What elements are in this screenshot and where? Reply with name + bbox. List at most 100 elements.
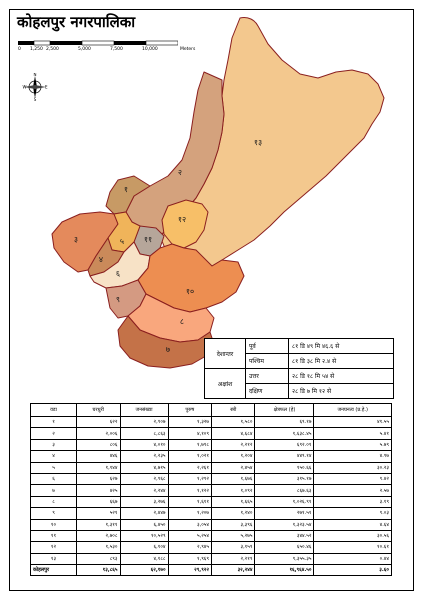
table-cell: २,४५४: [211, 461, 256, 474]
table-cell: ४.६४: [313, 518, 392, 531]
ward-label-7: ७: [166, 345, 170, 354]
table-cell: ३: [29, 438, 78, 452]
extent-dir: पश्चिम: [245, 353, 289, 369]
table-cell: १,१२२: [167, 484, 213, 497]
ward-label-3: ३: [74, 235, 78, 244]
ward-label-8: ८: [180, 317, 184, 326]
table-cell: ६,१०४: [119, 541, 169, 554]
table-cell: १३,८६५: [76, 564, 121, 577]
table-cell: २,२४४: [119, 484, 169, 497]
table-cell: ९: [29, 507, 78, 520]
table-cell: १,३११: [76, 518, 121, 531]
extent-row-south: दक्षिण २८ डि ७ मि १२ से: [205, 383, 394, 399]
table-cell: ५,२७५: [211, 529, 256, 543]
table-cell: ९.४२: [313, 472, 392, 486]
table-cell: ७: [29, 484, 78, 497]
scale-labels: 0 1,250 2,500 5,000 7,500 10,000 Meters: [18, 47, 196, 57]
extent-dir: उत्तर: [245, 368, 289, 384]
table-row: २ २,००६ ८,८६३ ४,१०९ ४,६८४ १,६३८.४५ ५.४१: [29, 427, 392, 440]
table-cell: १,५८०: [211, 415, 256, 429]
table-cell: ६२२: [76, 415, 121, 429]
extent-dir: दक्षिण: [245, 383, 289, 399]
ward-label-2: २: [178, 168, 182, 177]
table-cell: ४,१८८: [119, 552, 169, 566]
extent-row-east: देशान्तर पूर्व ८१ डि ४९ मि ४६.६ से: [204, 338, 394, 369]
table-cell: ३,२७६: [119, 495, 169, 509]
table-cell: १,०२६.९१: [254, 495, 315, 509]
table-cell: २९,९२२: [167, 564, 213, 577]
table-cell: १२: [29, 541, 78, 554]
table-cell: २,२३५: [119, 450, 169, 463]
compass-n: N: [34, 73, 37, 77]
table-row: १ ६२२ २,९०७ १,३२७ १,५८० ६९.१७ ४१.५५: [29, 415, 392, 429]
extent-row-north: अक्षांश उत्तर २८ डि १८ मि ५४ से: [204, 368, 394, 399]
table-cell: ६२,१७०: [119, 564, 169, 577]
table-total-row: कोहलपुर १३,८६५ ६२,१७० २९,९२२ ३२,२४४ १६,९६४.५०…: [29, 564, 392, 577]
compass-w: W: [23, 85, 27, 90]
ward-label-12: १२: [178, 215, 186, 224]
table-cell: १३: [29, 552, 78, 566]
table-cell: ४: [29, 450, 78, 463]
table-cell: १,६११: [167, 495, 213, 509]
scale-tick-label: 10,000: [142, 47, 158, 52]
table-cell: १,२०७: [167, 507, 213, 520]
table-row: ८ ६६७ ३,२७६ १,६११ १,६६५ १,०२६.९१ ३.१९: [29, 495, 392, 509]
table-cell: ५.७९: [313, 438, 392, 452]
compass-e: E: [45, 85, 48, 90]
table-cell: २,४४७: [119, 507, 169, 520]
table-cell: १,७९८: [167, 438, 213, 452]
table-row: ६ ६२७ २,९६८ १,२९२ १,६७६ ३१५.१७ ९.४२: [29, 472, 392, 486]
table-cell: ८: [29, 495, 78, 509]
table-row: ३ ८०६ ४,०१० १,७९८ २,२१२ ६९२.०१ ५.७९: [29, 438, 392, 452]
column-header: क्षेत्रफल (हे): [254, 403, 315, 417]
north-arrow: N E S W: [22, 72, 48, 102]
extent-value: २८ डि १८ मि ५४ से: [288, 368, 394, 384]
latitude-label: अक्षांश: [204, 368, 246, 399]
table-cell: १,५३०: [76, 541, 121, 554]
extent-dir: पूर्व: [245, 338, 289, 354]
table-cell: २.५७: [313, 484, 392, 497]
table-row: ७ ४२५ २,२४४ १,१२२ १,०९२ ८६७.६३ २.५७: [29, 484, 392, 497]
extent-table: देशान्तर पूर्व ८१ डि ४९ मि ४६.६ से पश्चि…: [204, 338, 394, 399]
table-cell: ४,०१०: [119, 438, 169, 452]
table-cell: २,२१९: [211, 552, 256, 566]
ward-statistics-table: वडा घरधुरी जनसंख्या पुरुष स्त्री क्षेत्रफल (ह…: [29, 403, 392, 577]
table-cell: ९,३५५.३५: [254, 552, 315, 566]
table-cell: ४१.५५: [313, 415, 392, 429]
table-cell: ४,६८४: [211, 427, 256, 440]
scale-tick-label: 1,250: [30, 47, 43, 52]
column-header: घरधुरी: [76, 403, 121, 417]
table-cell: १,२४०: [211, 507, 256, 520]
column-header: वडा: [29, 403, 78, 417]
table-row: ५ १,१४४ ४,७१५ २,२६१ २,४५४ १५०.६६ ३०.२३: [29, 461, 392, 474]
extent-value: ८१ डि ४९ मि ४६.६ से: [288, 338, 394, 354]
table-cell: ४,१०९: [167, 427, 213, 440]
table-row: १२ १,५३० ६,१०४ २,९४५ ३,१५९ ६५०.४६ १०.६१: [29, 541, 392, 554]
table-cell: १०.६१: [313, 541, 392, 554]
ward-label-4: ४: [99, 255, 103, 264]
table-cell: ६: [29, 472, 78, 486]
scale-unit: Meters: [180, 47, 196, 52]
table-cell: ३.१९: [313, 495, 392, 509]
scale-bar-graphic: [18, 40, 178, 46]
extent-row-west: पश्चिम ८१ डि ३८ मि २.४ से: [205, 353, 394, 369]
table-cell: ८६७.६३: [254, 484, 315, 497]
table-cell: १,३२७: [167, 415, 213, 429]
table-cell: १,२९२: [167, 472, 213, 486]
table-cell: १,६३८.४५: [254, 427, 315, 440]
table-cell: ३०.२३: [313, 461, 392, 474]
compass-s: S: [34, 97, 37, 101]
table-cell: ६९.१७: [254, 415, 315, 429]
table-row: १३ ८९३ ४,१८८ १,९६९ २,२१९ ९,३५५.३५ ०.४४: [29, 552, 392, 566]
ward-label-1: १: [124, 185, 128, 194]
table-cell: ३०.५६: [313, 529, 392, 543]
column-header: स्त्री: [211, 403, 256, 417]
table-cell: ८०६: [76, 438, 121, 452]
map-title: कोहलपुर नगरपालिका: [17, 13, 136, 31]
column-header: जनघनत्व (प्र.हे.): [313, 403, 392, 417]
table-cell: १,६६५: [211, 495, 256, 509]
table-cell: १६,९६४.५०: [254, 564, 315, 577]
table-cell: १०: [29, 518, 78, 531]
scale-tick-label: 5,000: [78, 47, 91, 52]
